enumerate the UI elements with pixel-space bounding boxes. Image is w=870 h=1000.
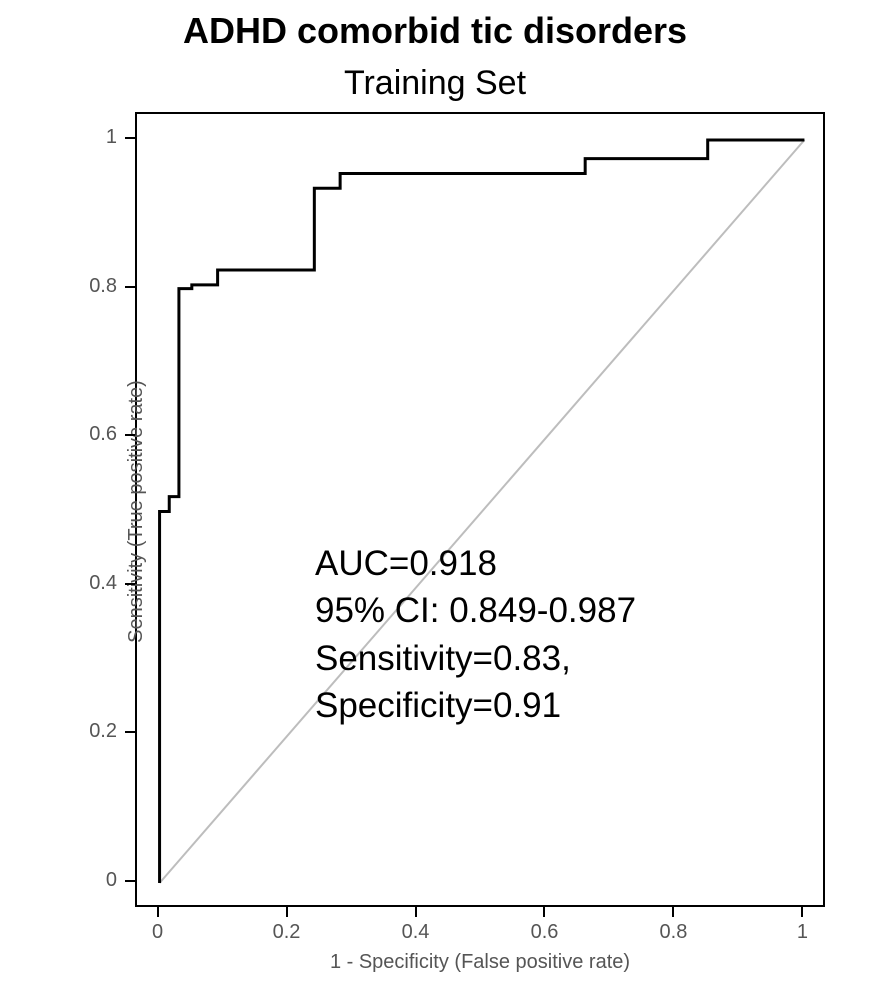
x-tick-label: 1 xyxy=(772,921,832,944)
plot-svg xyxy=(137,114,827,909)
x-tick-mark xyxy=(415,907,417,917)
plot-area xyxy=(135,112,825,907)
y-tick-label: 0.6 xyxy=(89,423,117,446)
x-tick-mark xyxy=(543,907,545,917)
y-tick-mark xyxy=(125,731,135,733)
y-tick-mark xyxy=(125,880,135,882)
y-tick-mark xyxy=(125,583,135,585)
x-tick-mark xyxy=(672,907,674,917)
x-tick-mark xyxy=(157,907,159,917)
x-tick-label: 0.8 xyxy=(643,921,703,944)
x-tick-label: 0.4 xyxy=(386,921,446,944)
y-tick-label: 0.2 xyxy=(89,720,117,743)
y-tick-mark xyxy=(125,137,135,139)
stats-line: AUC=0.918 xyxy=(315,540,636,587)
stats-line: Specificity=0.91 xyxy=(315,682,636,729)
y-tick-label: 0 xyxy=(106,869,117,892)
y-tick-label: 1 xyxy=(106,126,117,149)
reference-diagonal xyxy=(160,140,805,883)
y-tick-label: 0.8 xyxy=(89,275,117,298)
x-tick-label: 0.6 xyxy=(514,921,574,944)
stats-annotation: AUC=0.91895% CI: 0.849-0.987Sensitivity=… xyxy=(315,540,636,729)
stats-line: Sensitivity=0.83, xyxy=(315,635,636,682)
x-tick-label: 0 xyxy=(128,921,188,944)
x-axis-label: 1 - Specificity (False positive rate) xyxy=(135,951,825,974)
x-tick-mark xyxy=(286,907,288,917)
chart-container: ADHD comorbid tic disorders Training Set… xyxy=(0,0,870,1000)
x-tick-mark xyxy=(801,907,803,917)
chart-subtitle: Training Set xyxy=(0,64,870,103)
x-tick-label: 0.2 xyxy=(257,921,317,944)
stats-line: 95% CI: 0.849-0.987 xyxy=(315,587,636,634)
y-tick-mark xyxy=(125,286,135,288)
y-tick-mark xyxy=(125,434,135,436)
y-tick-label: 0.4 xyxy=(89,572,117,595)
y-axis-label: Sensitivity (True positive rate) xyxy=(125,380,148,643)
chart-main-title: ADHD comorbid tic disorders xyxy=(0,10,870,52)
